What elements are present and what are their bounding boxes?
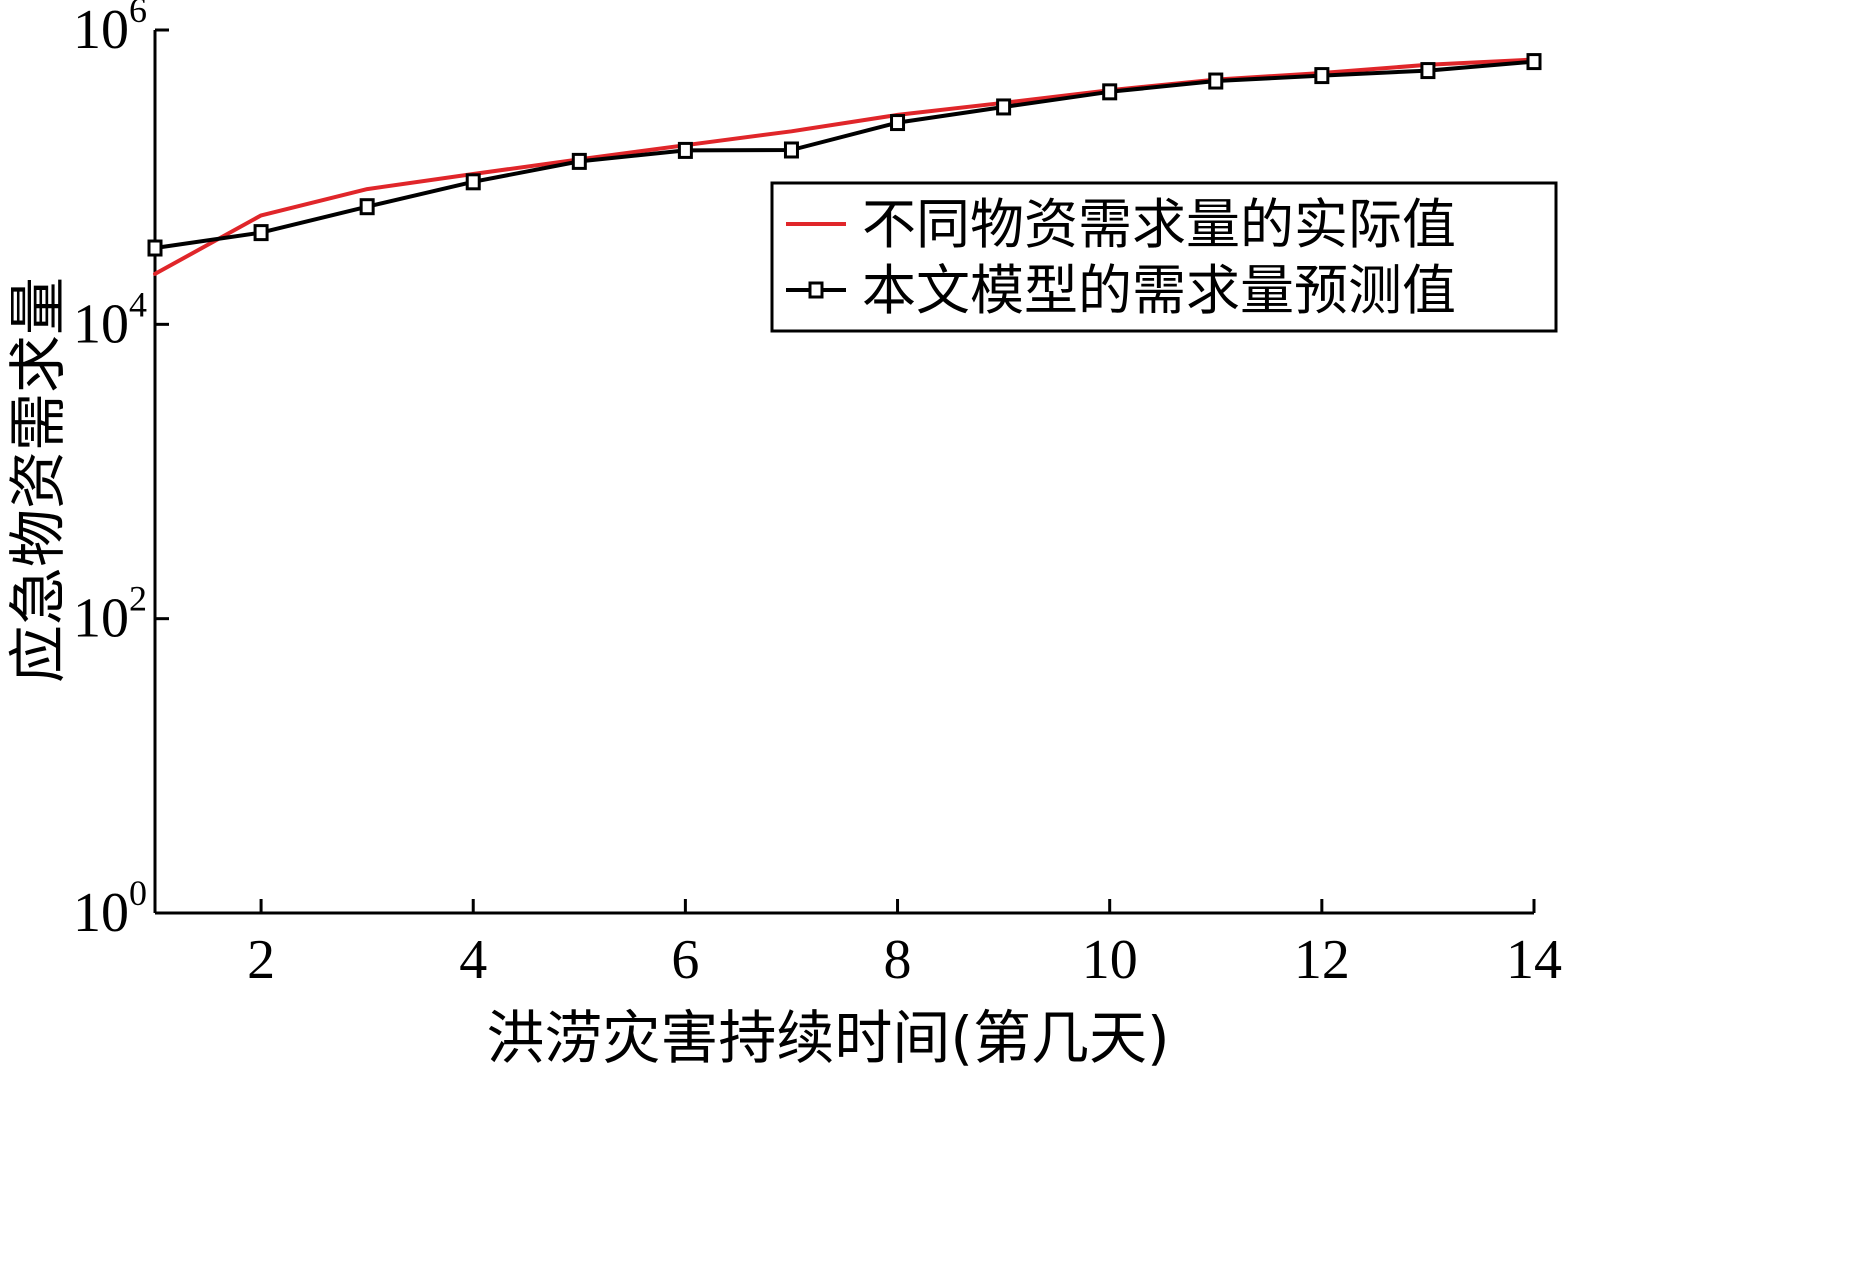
y-tick-base: 10 bbox=[73, 293, 129, 355]
series-point-2 bbox=[890, 114, 906, 132]
series-line-2 bbox=[153, 59, 1536, 250]
y-tick-exponent: 0 bbox=[129, 873, 147, 913]
x-axis-title: 洪涝灾害持续时间(第几天) bbox=[486, 1004, 1169, 1072]
x-tick-label: 8 bbox=[884, 929, 912, 991]
series-line-1 bbox=[153, 57, 1536, 276]
y-tick-label: 100 bbox=[73, 873, 147, 944]
series-point-2 bbox=[1102, 83, 1118, 101]
y-axis-title: 应急物资需求量 bbox=[4, 277, 72, 683]
x-tick-label: 4 bbox=[459, 929, 487, 991]
series-layer bbox=[147, 53, 1542, 276]
series-point-2 bbox=[677, 141, 693, 159]
series-point-2 bbox=[253, 224, 269, 242]
legend-marker-2 bbox=[808, 281, 824, 299]
legend-label-2: 本文模型的需求量预测值 bbox=[862, 259, 1456, 322]
x-tick-label: 12 bbox=[1294, 929, 1350, 991]
series-point-2 bbox=[359, 198, 375, 216]
y-tick-exponent: 2 bbox=[129, 579, 147, 619]
y-tick-exponent: 6 bbox=[129, 0, 147, 30]
series-point-2 bbox=[1526, 53, 1542, 71]
x-tick-label: 6 bbox=[671, 929, 699, 991]
x-tick-label: 2 bbox=[247, 929, 275, 991]
y-tick-base: 10 bbox=[73, 588, 129, 650]
legend-label-1: 不同物资需求量的实际值 bbox=[862, 193, 1456, 256]
x-ticks: 2 4 6 8 10 12 14 bbox=[247, 899, 1562, 991]
y-tick-base: 10 bbox=[73, 0, 129, 61]
series-point-2 bbox=[996, 98, 1012, 116]
y-tick-exponent: 4 bbox=[129, 284, 147, 324]
x-tick-label: 14 bbox=[1506, 929, 1562, 991]
x-tick-label: 10 bbox=[1082, 929, 1138, 991]
axes bbox=[153, 30, 1534, 915]
series-point-2 bbox=[465, 173, 481, 191]
y-tick-label: 106 bbox=[73, 0, 147, 61]
series-point-2 bbox=[571, 152, 587, 170]
series-point-2 bbox=[1208, 72, 1224, 90]
y-tick-label: 102 bbox=[73, 579, 147, 650]
y-tick-label: 104 bbox=[73, 284, 147, 355]
series-point-2 bbox=[1420, 62, 1436, 80]
series-point-2 bbox=[783, 141, 799, 159]
series-point-2 bbox=[1314, 67, 1330, 85]
legend-box bbox=[770, 181, 1558, 333]
series-point-2 bbox=[147, 239, 163, 257]
y-tick-base: 10 bbox=[73, 882, 129, 944]
